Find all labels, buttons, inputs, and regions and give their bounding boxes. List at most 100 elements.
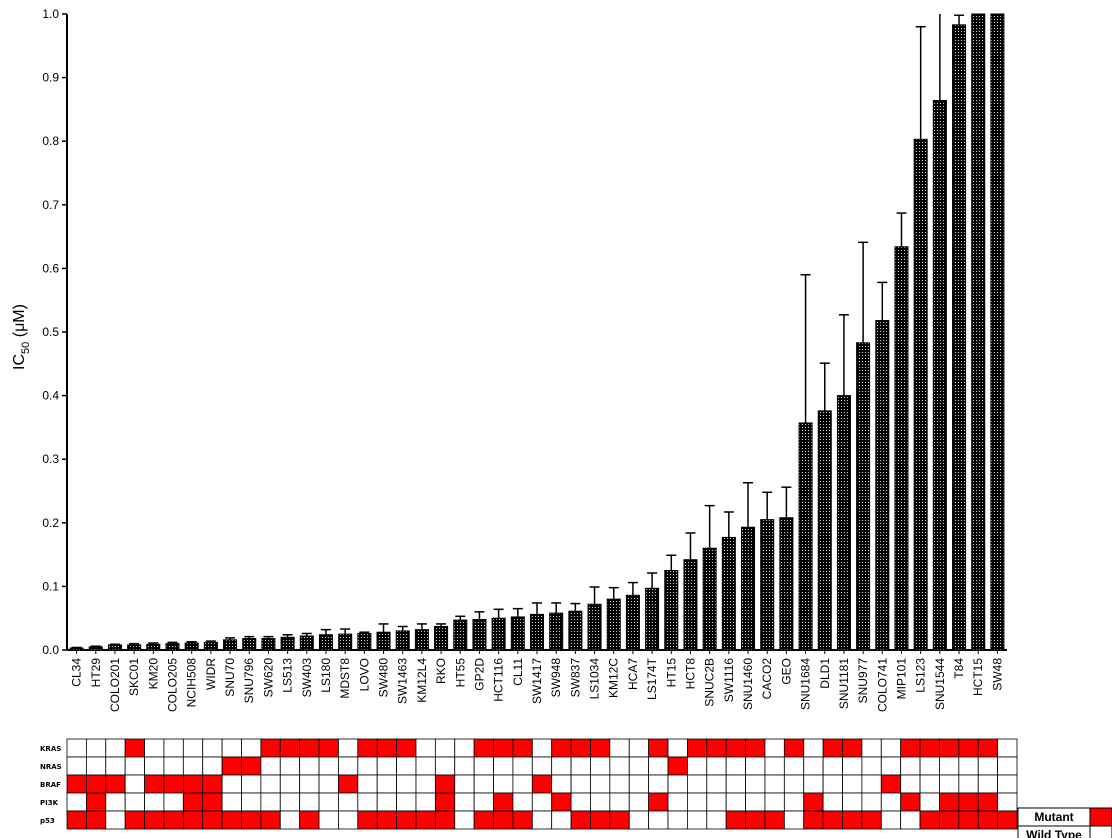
bar-series [69, 13, 1005, 651]
matrix-cell [396, 774, 417, 794]
gene-label-kras: KRAS [40, 745, 61, 753]
x-tick-label-hct116: HCT116 [492, 658, 506, 702]
matrix-cell [783, 738, 805, 758]
matrix-cell [803, 756, 824, 776]
matrix-cell [997, 774, 1018, 794]
matrix-cell [338, 738, 359, 758]
matrix-cell [609, 810, 630, 830]
matrix-cell [85, 792, 107, 812]
matrix-cell [842, 738, 863, 758]
x-tick-label-sw620: SW620 [261, 658, 275, 698]
matrix-cell [590, 810, 611, 830]
matrix-cell [376, 792, 397, 812]
bar-colo205 [165, 643, 180, 651]
x-tick-label-sw480: SW480 [377, 658, 391, 698]
x-tick-label-ls1034: LS1034 [588, 658, 602, 700]
matrix-cell [590, 774, 611, 794]
matrix-cell [822, 792, 843, 812]
x-tick-label-hct15: HCT15 [971, 658, 985, 696]
matrix-cell [338, 756, 359, 776]
y-tick-label: 0.0 [42, 643, 59, 657]
matrix-cell [783, 774, 805, 794]
matrix-cell [473, 756, 494, 776]
matrix-cell [958, 810, 979, 830]
matrix-cell [182, 810, 204, 830]
x-tick-label-cl11: CL11 [511, 658, 525, 686]
y-tick-label: 0.8 [42, 134, 59, 148]
matrix-cell [551, 756, 572, 776]
matrix-cell [842, 792, 863, 812]
matrix-cell [221, 738, 242, 758]
matrix-cell [977, 792, 999, 812]
bar-mdst8 [338, 633, 353, 651]
matrix-cell [609, 738, 630, 758]
matrix-cell [124, 756, 145, 776]
matrix-cell [299, 810, 320, 830]
bar-snu1544 [932, 99, 947, 651]
bar-ht15 [664, 570, 679, 651]
x-tick-label-sw948: SW948 [549, 658, 563, 698]
bar-snu977 [856, 342, 871, 651]
matrix-cell [124, 738, 145, 758]
y-tick-label: 1.0 [42, 7, 59, 21]
bar-hca7 [625, 594, 640, 651]
matrix-cell [551, 792, 572, 812]
matrix-cell [357, 792, 378, 812]
bar-geo [779, 517, 794, 651]
matrix-cell [299, 738, 320, 758]
bar-ncih508 [184, 642, 199, 651]
matrix-cell [958, 738, 979, 758]
legend-label-mutant: Mutant [1034, 810, 1073, 824]
matrix-cell [880, 738, 902, 758]
matrix-cell [454, 810, 475, 830]
matrix-cell [919, 810, 940, 830]
matrix-cell [687, 738, 708, 758]
matrix-cell [783, 792, 805, 812]
x-tick-label-snu70: SNU70 [223, 658, 237, 697]
bar-ls513 [280, 636, 295, 651]
x-tick-label-ls174t: LS174T [645, 657, 659, 700]
matrix-cell [590, 756, 611, 776]
matrix-cell [842, 756, 863, 776]
matrix-cell [493, 738, 514, 758]
y-tick-label: 0.1 [42, 579, 59, 593]
bar-skc01 [127, 644, 142, 651]
error-bars [71, 14, 965, 649]
matrix-cell [260, 774, 281, 794]
matrix-cell [202, 756, 223, 776]
matrix-cell [531, 792, 553, 812]
bar-snu70 [223, 639, 238, 651]
matrix-cell [396, 810, 417, 830]
x-tick-label-snu1684: SNU1684 [799, 658, 813, 710]
matrix-cell [667, 756, 688, 776]
matrix-cell [241, 738, 262, 758]
x-axis-category-labels: CL34 HT29 COLO201 SKC01 KM20 COLO205 NCIH508 WI… [70, 650, 1004, 712]
x-tick-label-ncih508: NCIH508 [185, 658, 199, 708]
matrix-cell [997, 810, 1018, 830]
y-tick-label: 0.9 [42, 71, 59, 85]
bar-colo201 [107, 644, 122, 651]
x-tick-label-ls513: LS513 [281, 658, 295, 693]
y-tick-label: 0.6 [42, 261, 59, 275]
matrix-cell [861, 756, 882, 776]
matrix-cell [551, 810, 572, 830]
matrix-cell [376, 774, 397, 794]
matrix-cell [745, 792, 766, 812]
matrix-cell [880, 756, 902, 776]
matrix-cell [144, 756, 165, 776]
mutation-matrix: KRAS NRAS BRAF PI3K p53 [40, 738, 1018, 830]
bar-sw1463 [395, 630, 410, 651]
matrix-cell [977, 810, 999, 830]
bar-t84 [952, 24, 967, 651]
matrix-cell [609, 756, 630, 776]
matrix-cell [85, 756, 107, 776]
matrix-cell [454, 738, 475, 758]
x-tick-label-rko: RKO [434, 658, 448, 684]
mutation-legend: Mutant Wild Type [1017, 807, 1112, 838]
matrix-cell [880, 792, 902, 812]
matrix-cell [66, 738, 87, 758]
matrix-cell [725, 738, 746, 758]
x-tick-label-colo201: COLO201 [108, 658, 122, 712]
matrix-cell [764, 756, 785, 776]
x-tick-label-snu796: SNU796 [242, 658, 256, 704]
